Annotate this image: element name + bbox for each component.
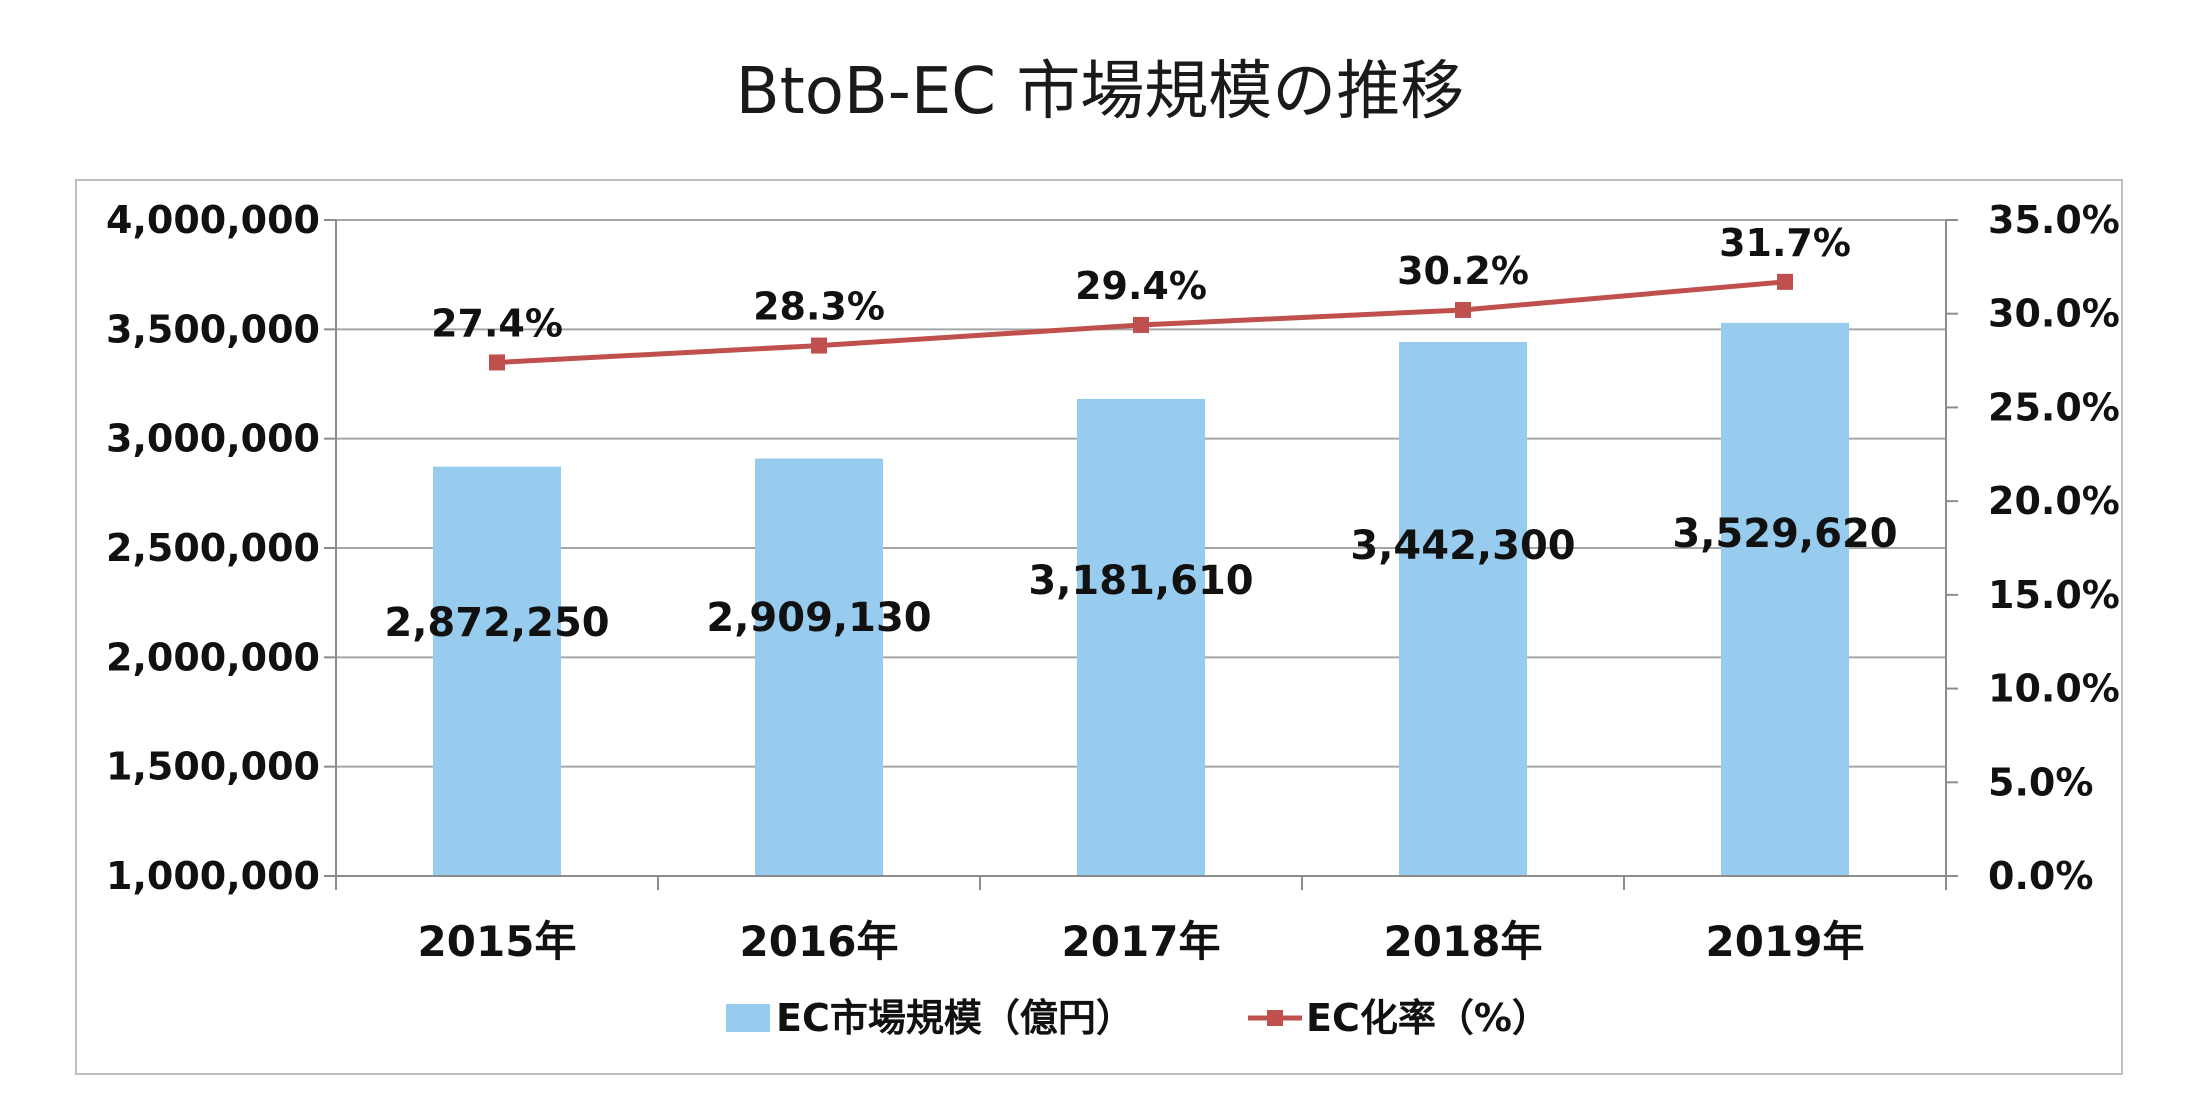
bar-value-label: 3,181,610 [1028, 558, 1253, 604]
chart-title: BtoB-EC 市場規模の推移 [735, 55, 1465, 129]
y-left-tick-label: 1,000,000 [106, 854, 320, 898]
ec-rate-marker [1455, 301, 1471, 318]
y-left-tick-label: 3,500,000 [106, 307, 320, 351]
y-left-tick-label: 1,500,000 [106, 745, 320, 789]
y-right-tick-label: 0.0% [1988, 854, 2093, 898]
y-left-tick-label: 3,000,000 [106, 417, 320, 461]
y-right-tick-label: 5.0% [1988, 760, 2093, 804]
y-left-tick-label: 2,500,000 [106, 526, 320, 570]
bar-2015年 [433, 466, 561, 876]
y-right-tick-label: 20.0% [1988, 479, 2120, 523]
legend-marker-ec-rate [1267, 1010, 1283, 1026]
axes: 1,000,000 1,500,000 2,000,000 2,500,000 3,00… [106, 198, 2120, 966]
x-category-label: 2019年 [1706, 917, 1865, 966]
bar-2019年 [1721, 322, 1849, 876]
y-right-tick-label: 25.0% [1988, 385, 2120, 429]
ec-rate-marker [811, 337, 827, 354]
x-category-label: 2017年 [1062, 917, 1221, 966]
bar-2018年 [1399, 341, 1527, 876]
ec-rate-marker [1777, 273, 1793, 290]
line-value-label: 28.3% [753, 285, 885, 329]
bar-2016年 [755, 458, 883, 876]
bar-value-label: 2,872,250 [384, 600, 609, 646]
line-value-label: 30.2% [1397, 249, 1529, 293]
line-value-label: 31.7% [1719, 221, 1851, 265]
y-left-tick-label: 4,000,000 [106, 198, 320, 242]
y-right-tick-label: 35.0% [1988, 198, 2120, 242]
data-labels: 2,872,250 2,909,130 3,181,610 3,442,300 3,52… [384, 221, 1897, 646]
x-category-label: 2015年 [418, 917, 577, 966]
y-left-tick-label: 2,000,000 [106, 635, 320, 679]
ec-rate-marker [1133, 316, 1149, 333]
x-category-label: 2018年 [1384, 917, 1543, 966]
bar-value-label: 3,442,300 [1350, 523, 1575, 569]
line-value-label: 27.4% [431, 301, 563, 345]
legend: EC市場規模（億円） EC化率（%） [726, 996, 1550, 1040]
bar-2017年 [1077, 398, 1205, 876]
y-right-tick-label: 10.0% [1988, 667, 2120, 711]
bar-value-label: 3,529,620 [1672, 511, 1897, 557]
line-series [489, 273, 1793, 371]
legend-label-market-size: EC市場規模（億円） [776, 996, 1134, 1040]
legend-label-ec-rate: EC化率（%） [1306, 996, 1550, 1040]
legend-swatch-market-size [726, 1004, 770, 1032]
y-right-tick-label: 30.0% [1988, 292, 2120, 336]
bar-series [433, 322, 1849, 876]
y-right-tick-label: 15.0% [1988, 573, 2120, 617]
line-value-label: 29.4% [1075, 264, 1207, 308]
ec-rate-marker [489, 354, 505, 371]
bar-value-label: 2,909,130 [706, 595, 931, 641]
x-category-label: 2016年 [740, 917, 899, 966]
